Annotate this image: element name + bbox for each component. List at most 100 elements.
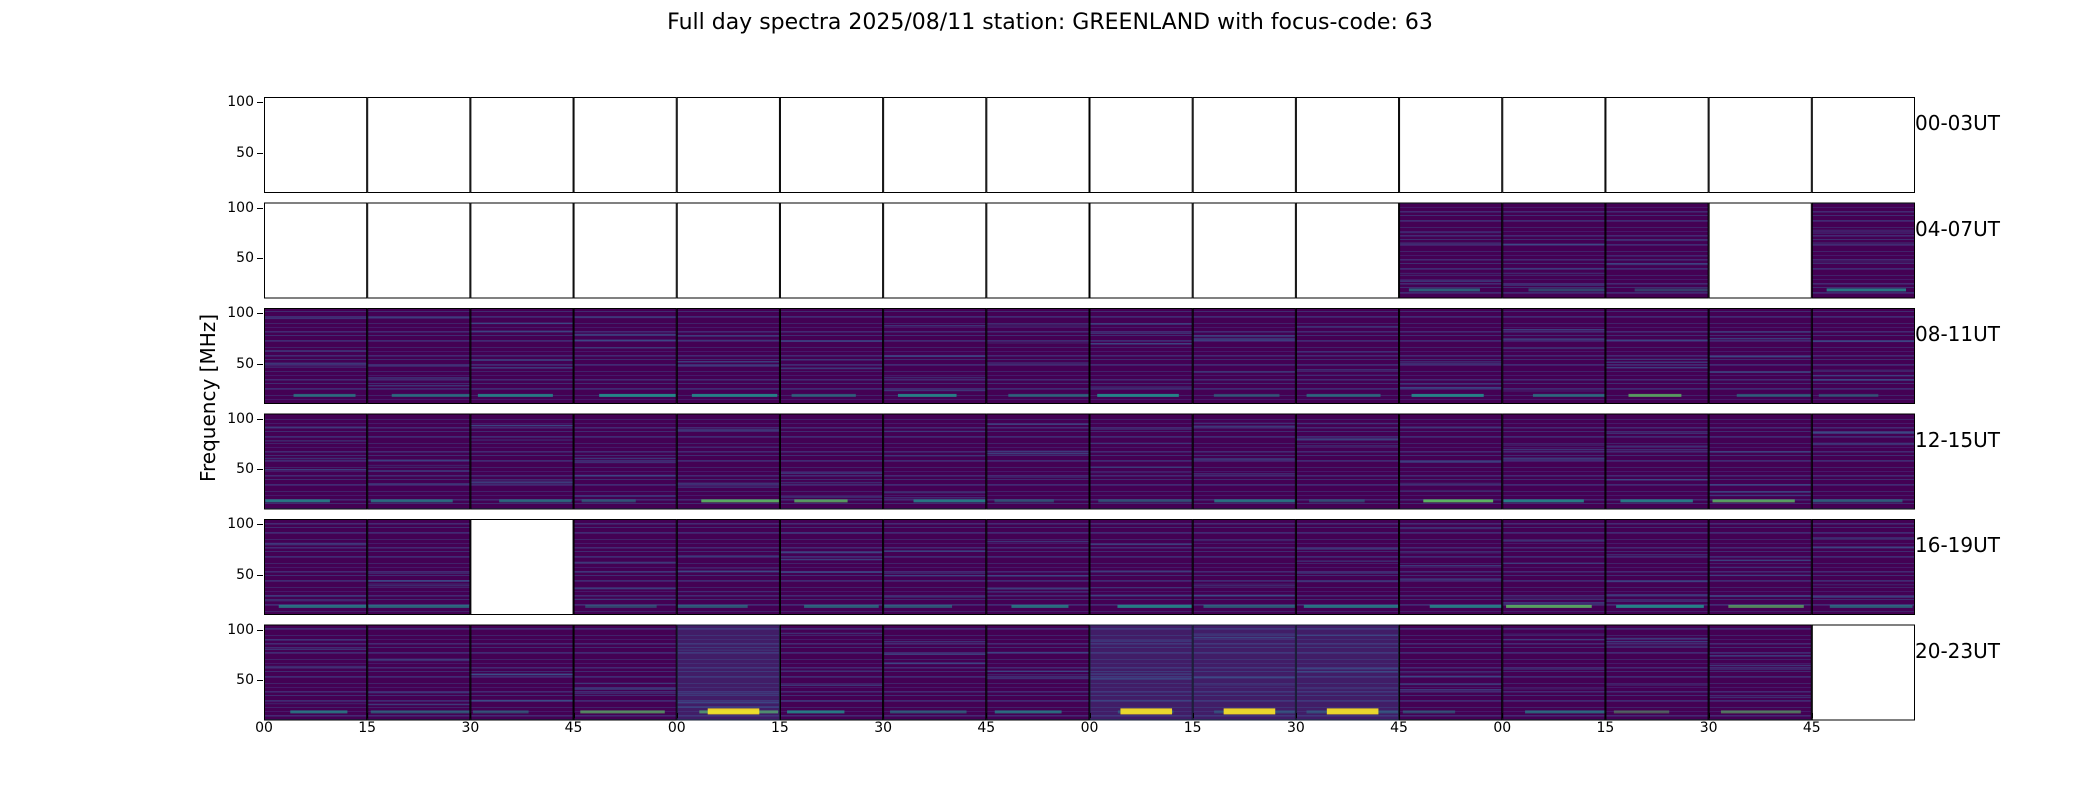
y-tick-label: 100 (227, 410, 254, 427)
cell-frame (1708, 97, 1812, 193)
cell-frame (1502, 519, 1606, 615)
cell-frame (1605, 202, 1709, 299)
x-tick-label: 45 (977, 720, 996, 736)
cell-frame (1192, 97, 1296, 193)
cell-frame (1811, 202, 1915, 299)
cell-frame (573, 202, 677, 299)
cell-frame (367, 202, 471, 299)
cell-frame (1605, 413, 1709, 510)
x-tick-mark (1605, 713, 1607, 718)
burst-region (1192, 624, 1296, 721)
burst-highlights (676, 624, 1400, 721)
cell-frame (1399, 624, 1503, 721)
cell-frame (1192, 413, 1296, 510)
spectra-row (264, 413, 1915, 510)
cell-frame (1295, 202, 1400, 299)
x-tick-mark (1399, 713, 1401, 718)
cell-frame (1811, 519, 1915, 615)
cell-frame (367, 519, 471, 615)
row-label: 20-23UT (1915, 638, 2000, 663)
cell-frame (779, 413, 884, 510)
x-tick-label: 45 (1802, 720, 1821, 736)
x-tick-mark (470, 713, 472, 718)
burst-region (676, 624, 780, 721)
cell-frame (986, 308, 1090, 404)
cell-frame (1811, 308, 1915, 404)
burst-line (707, 708, 760, 715)
x-tick-label: 00 (667, 720, 686, 736)
cell-frame (883, 97, 987, 193)
cell-frame (676, 413, 780, 510)
cell-frame (1502, 202, 1606, 299)
cell-frame (1811, 97, 1915, 193)
y-tick-mark (257, 680, 263, 682)
y-tick-mark (257, 313, 263, 315)
y-tick-mark (257, 207, 263, 209)
cell-frame (573, 308, 677, 404)
cell-frame (883, 413, 987, 510)
cell-frame (470, 519, 574, 615)
cell-frame (573, 624, 677, 721)
x-tick-mark (1502, 713, 1504, 718)
cell-frame (1295, 308, 1400, 404)
cell-frame (1502, 624, 1606, 721)
cell-frame (1708, 413, 1812, 510)
y-tick-label: 100 (227, 516, 254, 533)
y-tick-mark (257, 574, 263, 576)
cell-frame (883, 519, 987, 615)
x-tick-label: 00 (1080, 720, 1099, 736)
x-tick-label: 30 (461, 720, 480, 736)
spectra-row (264, 519, 1915, 615)
y-tick-label: 50 (236, 250, 254, 267)
x-tick-label: 45 (564, 720, 583, 736)
cell-frame (470, 413, 574, 510)
cell-frame (264, 308, 368, 404)
cell-frame (1605, 97, 1709, 193)
x-tick-mark (883, 713, 885, 718)
spectra-row (264, 308, 1915, 404)
cell-frame (1502, 97, 1606, 193)
x-tick-mark (367, 713, 369, 718)
x-tick-mark (1089, 713, 1091, 718)
row-label: 16-19UT (1915, 533, 2000, 557)
x-tick-label: 15 (771, 720, 789, 736)
cell-frame (883, 202, 987, 299)
cell-frame (676, 519, 780, 615)
cell-frame (367, 97, 471, 193)
x-tick-mark (779, 713, 781, 718)
cell-frame (264, 97, 368, 193)
cell-frame (1089, 519, 1193, 615)
cell-frame (367, 308, 471, 404)
row-label: 00-03UT (1915, 111, 2000, 135)
cell-frame (1811, 624, 1915, 721)
cell-frame (676, 624, 780, 721)
cell-frame (1192, 202, 1296, 299)
cell-frame (1295, 413, 1400, 510)
cell-frame (1399, 202, 1503, 299)
row-label: 08-11UT (1915, 322, 2000, 346)
x-tick-mark (1811, 713, 1813, 718)
cell-frame (883, 624, 987, 721)
cell-frame (1502, 413, 1606, 510)
cell-frame (1708, 519, 1812, 615)
y-tick-label: 100 (227, 94, 254, 111)
x-tick-mark (986, 713, 988, 718)
y-tick-mark (257, 152, 263, 154)
cell-frame (986, 624, 1090, 721)
x-tick-mark (676, 713, 678, 718)
cell-frame (264, 202, 368, 299)
cell-frame (1708, 624, 1812, 721)
cell-frame (1502, 308, 1606, 404)
x-tick-label: 00 (1493, 720, 1512, 736)
cell-frame (883, 308, 987, 404)
burst-region (1089, 624, 1193, 721)
cell-frame (1089, 97, 1193, 193)
y-tick-label: 50 (236, 566, 254, 583)
y-tick-label: 50 (236, 144, 254, 161)
cell-frame (1605, 308, 1709, 404)
y-tick-label: 50 (236, 355, 254, 372)
cell-frame (1399, 519, 1503, 615)
x-tick-label: 00 (255, 720, 273, 736)
cell-frame (470, 97, 574, 193)
x-tick-mark (1192, 713, 1194, 718)
